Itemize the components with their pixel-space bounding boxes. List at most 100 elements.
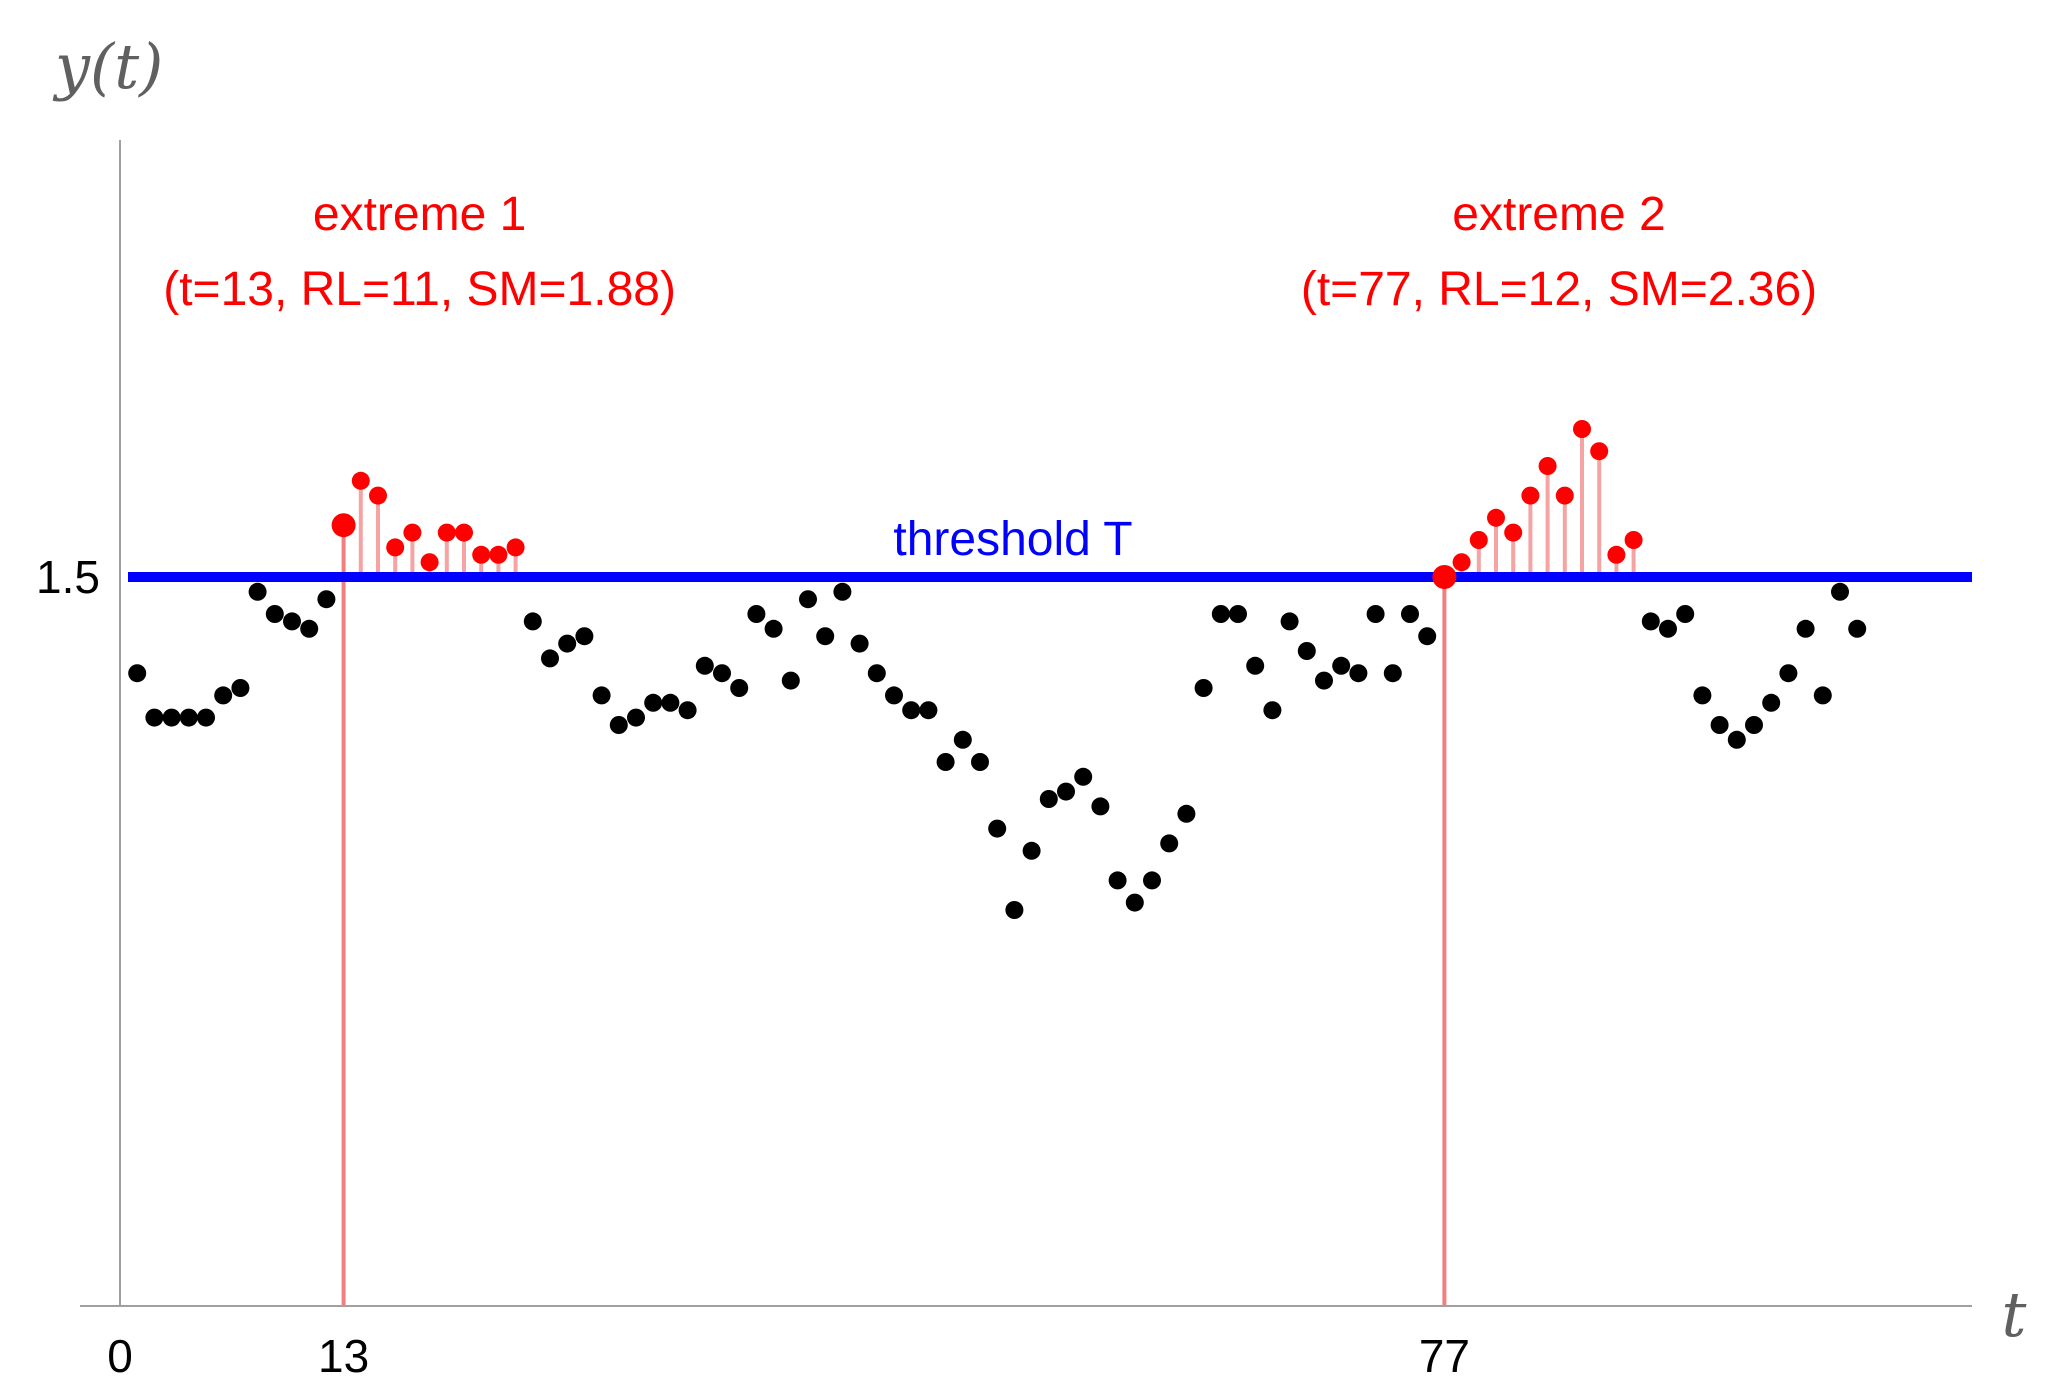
extreme-2-details: (t=77, RL=12, SM=2.36)	[1301, 263, 1817, 316]
data-point	[1280, 612, 1299, 631]
data-point	[214, 686, 233, 705]
extreme-point	[1504, 523, 1523, 542]
data-point	[816, 627, 835, 646]
data-point	[1091, 797, 1110, 816]
annotations: extreme 1 (t=13, RL=11, SM=1.88) extreme 2…	[163, 188, 1817, 316]
data-point	[317, 590, 336, 609]
data-point	[1366, 605, 1385, 623]
extreme-point	[472, 545, 491, 564]
data-point	[747, 605, 766, 623]
data-point	[1779, 664, 1798, 683]
data-point	[1194, 679, 1213, 697]
extreme-point	[331, 513, 356, 538]
data-point	[1315, 671, 1333, 690]
data-point	[850, 634, 869, 653]
data-point	[1349, 664, 1368, 683]
data-point	[902, 701, 921, 720]
extreme-point	[1432, 565, 1457, 589]
extreme-point	[1487, 508, 1505, 527]
data-point	[162, 708, 181, 727]
extreme-point	[1452, 553, 1471, 572]
data-point	[781, 671, 800, 690]
extreme-point	[386, 538, 405, 557]
data-point	[1211, 605, 1230, 623]
data-point	[1831, 582, 1849, 601]
extreme-point	[455, 523, 473, 542]
data-point	[799, 590, 817, 609]
data-point	[300, 619, 319, 638]
data-point	[936, 753, 955, 771]
data-point	[1039, 790, 1058, 808]
extreme-1-details: (t=13, RL=11, SM=1.88)	[163, 263, 676, 316]
extreme-point	[506, 538, 525, 557]
tick-labels: 0 13 77 1.5	[36, 551, 1470, 1382]
data-point	[1143, 871, 1161, 890]
data-point	[644, 693, 663, 712]
data-point	[197, 708, 215, 727]
extreme-1-label: extreme 1	[313, 188, 526, 241]
data-point	[1022, 841, 1041, 860]
extreme-point	[1538, 457, 1557, 475]
extreme-point	[1573, 420, 1591, 438]
data-point	[1057, 782, 1075, 801]
data-point	[1848, 619, 1867, 638]
data-point	[523, 612, 542, 631]
data-point	[1177, 804, 1196, 823]
data-point	[592, 686, 611, 705]
data-point	[248, 582, 267, 601]
data-point	[713, 664, 731, 683]
data-point	[867, 664, 886, 683]
data-point	[609, 716, 628, 734]
data-point	[1005, 901, 1024, 919]
data-point	[1125, 893, 1144, 912]
data-point	[885, 686, 903, 705]
extreme-point	[1607, 545, 1626, 564]
data-point	[627, 708, 645, 727]
data-point	[128, 664, 147, 683]
data-point	[1229, 605, 1247, 623]
extreme-point	[420, 553, 439, 572]
data-point	[1762, 693, 1781, 712]
data-point	[541, 649, 559, 668]
data-point	[1108, 871, 1127, 890]
extreme-point	[1624, 531, 1643, 549]
data-point	[145, 708, 164, 727]
x-tick-label: 13	[318, 1330, 369, 1382]
data-point	[575, 627, 594, 646]
extreme-point	[1555, 486, 1574, 505]
data-point	[558, 634, 577, 653]
data-point	[971, 753, 989, 771]
data-point	[1796, 619, 1815, 638]
onset-lines	[341, 525, 1447, 1306]
data-points	[128, 420, 1867, 919]
data-point	[1676, 605, 1695, 623]
x-tick-label: 0	[107, 1330, 133, 1382]
data-point	[1745, 716, 1763, 734]
data-point	[265, 605, 284, 623]
x-axis-title: t	[2002, 1278, 2027, 1351]
data-point	[1418, 627, 1437, 646]
extreme-point	[351, 471, 370, 490]
data-point	[179, 708, 198, 727]
extreme-point	[369, 486, 387, 505]
data-point	[231, 679, 250, 697]
data-point	[953, 730, 972, 749]
extreme-point	[437, 523, 456, 542]
data-point	[1246, 656, 1265, 675]
extreme-point	[489, 545, 508, 564]
data-point	[1693, 686, 1712, 705]
extreme-point	[1521, 486, 1540, 505]
y-axis-title: y(t)	[52, 30, 163, 103]
data-point	[1297, 642, 1316, 660]
data-point	[1727, 730, 1746, 749]
data-point	[919, 701, 938, 720]
data-point	[1710, 716, 1729, 734]
data-point	[1383, 664, 1402, 683]
data-point	[1401, 605, 1419, 623]
data-point	[695, 656, 714, 675]
data-point	[661, 693, 680, 712]
data-point	[764, 619, 783, 638]
x-tick-label: 77	[1419, 1330, 1470, 1382]
extreme-point	[1590, 442, 1609, 461]
